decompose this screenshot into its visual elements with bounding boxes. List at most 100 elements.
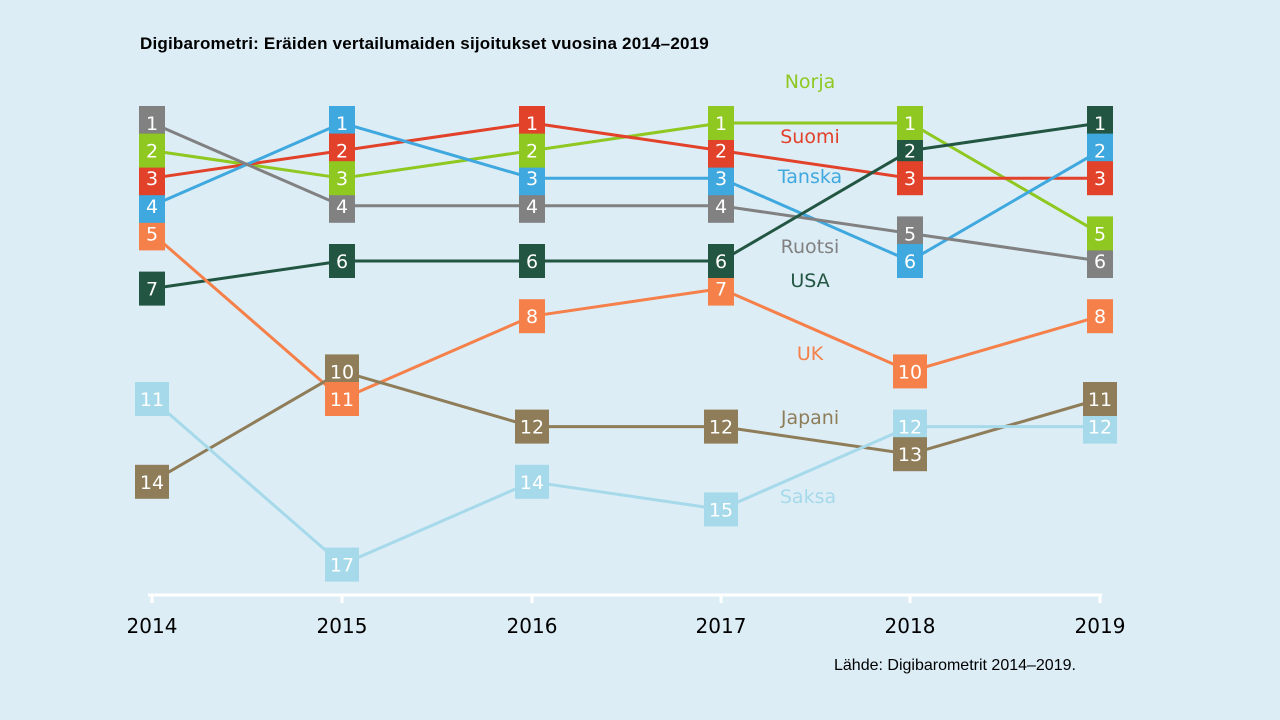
rank-label: 5: [904, 223, 916, 245]
rank-box: [515, 464, 549, 499]
rank-box: [329, 161, 355, 196]
rank-label: 11: [1088, 389, 1112, 411]
rank-label: 8: [526, 306, 538, 328]
rank-label: 1: [1094, 113, 1106, 135]
series-name-tanska: Tanska: [777, 166, 842, 188]
x-tick-label-2014: 2014: [127, 614, 178, 638]
series-name-saksa: Saksa: [780, 486, 836, 508]
rank-box: [519, 133, 545, 168]
rank-label: 2: [715, 141, 727, 163]
rank-box: [135, 464, 169, 499]
rank-marker-uk-2016: 8: [519, 299, 545, 334]
rank-label: 11: [330, 389, 354, 411]
rank-marker-norja-2015: 3: [329, 161, 355, 196]
rank-marker-usa-2016: 6: [519, 244, 545, 278]
rank-marker-uk-2019: 8: [1087, 299, 1113, 334]
series-line-suomi: [151, 121, 1100, 180]
series-lines: [151, 121, 1101, 567]
rank-label: 8: [1094, 306, 1106, 328]
rank-label: 1: [904, 113, 916, 135]
x-tick-label-2017: 2017: [696, 614, 747, 638]
rank-label: 6: [904, 251, 916, 273]
rank-label: 14: [520, 472, 544, 494]
series-names: Norja Suomi Tanska Ruotsi USA UK Japani Saksa: [777, 71, 842, 508]
series-line-usa: [151, 121, 1101, 291]
series-name-uk: UK: [797, 343, 824, 365]
rank-label: 3: [526, 168, 538, 190]
rank-marker-japani-2014: 14: [135, 464, 169, 499]
rank-label: 6: [1094, 251, 1106, 273]
rank-marker-suomi-2019: 3: [1087, 161, 1113, 196]
rank-box: [1083, 382, 1117, 416]
rank-label: 2: [904, 141, 916, 163]
rank-marker-norja-2017: 1: [708, 106, 734, 140]
rank-label: 1: [715, 113, 727, 135]
rank-marker-saksa-2016: 14: [515, 464, 549, 499]
series-line-tanska: [151, 121, 1101, 263]
rank-marker-saksa-2014: 11: [135, 382, 169, 416]
source-note: Lähde: Digibarometrit 2014–2019.: [834, 657, 1076, 674]
rank-label: 3: [715, 168, 727, 190]
rank-label: 2: [336, 141, 348, 163]
x-tick-label-2015: 2015: [317, 614, 368, 638]
rank-box: [708, 106, 734, 140]
rank-marker-usa-2014: 7: [139, 271, 165, 306]
rank-label: 5: [146, 223, 158, 245]
rank-box: [704, 492, 738, 527]
series-name-suomi: Suomi: [780, 126, 840, 148]
rank-box: [325, 547, 359, 582]
rank-label: 4: [336, 196, 348, 218]
rank-box: [515, 409, 549, 444]
rank-marker-tanska-2018: 6: [897, 244, 923, 278]
rank-marker-uk-2015: 11: [325, 382, 359, 416]
rank-box: [1087, 299, 1113, 334]
rank-label: 2: [146, 141, 158, 163]
rank-label: 15: [709, 499, 733, 521]
rank-box: [135, 382, 169, 416]
rank-marker-japani-2016: 12: [515, 409, 549, 444]
rank-marker-japani-2017: 12: [704, 409, 738, 444]
series-name-usa: USA: [790, 270, 829, 292]
rank-marker-usa-2015: 6: [329, 244, 355, 278]
x-axis: 2014 2015 2016 2017 2018 2019: [127, 593, 1125, 638]
rank-marker-japani-2019: 11: [1083, 382, 1117, 416]
rank-label: 12: [520, 417, 544, 439]
rank-label: 1: [146, 113, 158, 135]
rank-label: 17: [330, 555, 354, 577]
rank-label: 10: [330, 361, 354, 383]
rank-marker-norja-2018: 1: [897, 106, 923, 140]
rank-label: 6: [526, 251, 538, 273]
series-name-ruotsi: Ruotsi: [781, 236, 840, 258]
rank-box: [897, 106, 923, 140]
series-name-norja: Norja: [785, 71, 836, 93]
series-line-japani: [151, 369, 1101, 484]
rank-box: [1087, 216, 1113, 251]
rank-label: 3: [146, 168, 158, 190]
rank-box: [893, 437, 927, 472]
x-tick-label-2018: 2018: [885, 614, 936, 638]
rank-label: 12: [898, 417, 922, 439]
rank-marker-norja-2016: 2: [519, 133, 545, 168]
rank-box: [519, 299, 545, 334]
rank-marker-norja-2019: 5: [1087, 216, 1113, 251]
rank-marker-saksa-2018: 12: [893, 409, 927, 444]
rank-marker-saksa-2017: 15: [704, 492, 738, 527]
rank-label: 7: [715, 279, 727, 301]
rank-label: 4: [526, 196, 538, 218]
rank-marker-suomi-2018: 3: [897, 161, 923, 196]
rank-marker-saksa-2015: 17: [325, 547, 359, 582]
rank-label: 4: [715, 196, 727, 218]
rank-label: 12: [1088, 417, 1112, 439]
rank-label: 10: [898, 361, 922, 383]
rank-label: 4: [146, 196, 158, 218]
rank-box: [897, 244, 923, 278]
rank-label: 6: [715, 251, 727, 273]
chart-title: Digibarometri: Eräiden vertailumaiden si…: [140, 34, 709, 53]
rank-label: 3: [336, 168, 348, 190]
rank-box: [704, 409, 738, 444]
rank-label: 13: [898, 444, 922, 466]
rank-box: [325, 382, 359, 416]
series-name-japani: Japani: [780, 407, 839, 429]
